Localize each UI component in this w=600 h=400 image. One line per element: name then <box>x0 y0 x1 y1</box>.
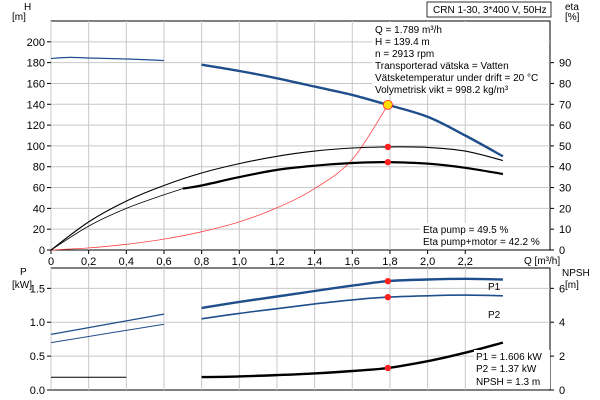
duty-point-marker <box>382 99 393 110</box>
eta-pump-motor-label: Eta pump+motor = 42.2 % <box>423 237 540 248</box>
upper-ytick-label: 40 <box>33 203 45 215</box>
upper-xtick-label: 0,2 <box>81 256 96 268</box>
upper-xtick-label: 0,4 <box>119 256 134 268</box>
upper-xtick-label: 1,6 <box>345 256 360 268</box>
upper-ytick-label: 100 <box>27 141 45 153</box>
lower-y2label-unit: [m] <box>565 280 579 291</box>
info-liquid: Transporterad vätska = Vatten <box>375 61 509 72</box>
eta-pump-curve <box>50 146 504 251</box>
info-density: Volymetrisk vikt = 998.2 kg/m³ <box>375 85 509 96</box>
lower-ytick-label: 0.5 <box>30 351 45 363</box>
p2-curve-thin <box>50 323 165 344</box>
p2-curve-thick <box>201 294 503 320</box>
upper-xtick-label: 1,2 <box>269 256 284 268</box>
eta-duty-marker <box>384 143 392 151</box>
lower-ytick-label: 0.0 <box>30 385 45 397</box>
eta-pump-label: Eta pump = 49.5 % <box>423 225 508 236</box>
eta-bg <box>420 223 549 248</box>
upper-y2tick-label: 50 <box>559 141 571 153</box>
upper-xtick-label: 2,2 <box>458 256 473 268</box>
upper-xtick-label: 1,4 <box>307 256 322 268</box>
lower-ytick-label: 1.5 <box>30 283 45 295</box>
series-label-p2: P2 <box>488 310 501 321</box>
lower-y2tick-label: 2 <box>559 351 565 363</box>
info-bg <box>372 22 548 94</box>
upper-y2tick-label: 90 <box>559 58 571 70</box>
info-head: H = 139.4 m <box>375 37 430 48</box>
eta-pump-motor-curve-thick <box>182 160 504 190</box>
info-flow: Q = 1.789 m³/h <box>375 25 442 36</box>
upper-y2tick-label: 20 <box>559 203 571 215</box>
upper-y2tick-label: 70 <box>559 99 571 111</box>
upper-xlabel: Q [m³/h] <box>524 256 560 267</box>
value-p1: P1 = 1.606 kW <box>476 352 542 363</box>
lower-ytick-label: 1.0 <box>30 317 45 329</box>
upper-y2tick-label: 60 <box>559 120 571 132</box>
info-speed: n = 2913 rpm <box>375 49 434 60</box>
upper-ytick-label: 0 <box>39 245 45 257</box>
upper-ytick-label: 20 <box>33 224 45 236</box>
upper-xtick-label: 1,0 <box>232 256 247 268</box>
lower-ylabel-symbol: P <box>20 267 27 278</box>
series-label-p1: P1 <box>488 282 501 293</box>
upper-ylabel-symbol: H <box>24 2 31 13</box>
lower-y2tick-label: 0 <box>559 385 565 397</box>
system-curve <box>50 104 389 251</box>
upper-ytick-label: 200 <box>27 37 45 49</box>
upper-ylabel-unit: [m] <box>12 12 26 23</box>
upper-y2tick-label: 0 <box>559 245 565 257</box>
upper-xtick-label: 0 <box>48 256 54 268</box>
lower-duty-marker <box>384 277 392 285</box>
lower-duty-marker <box>384 364 392 372</box>
upper-ytick-label: 160 <box>27 78 45 90</box>
eta-duty-marker <box>384 158 392 166</box>
eta-pump-motor-curve-thin <box>50 188 183 251</box>
header-box <box>426 1 552 18</box>
p1-curve-thin <box>50 313 165 335</box>
upper-xtick-label: 2,0 <box>420 256 435 268</box>
upper-ytick-label: 60 <box>33 183 45 195</box>
upper-y2tick-label: 30 <box>559 183 571 195</box>
lower-duty-marker <box>384 293 392 301</box>
head-curve-thin <box>50 56 165 62</box>
lower-ylabel-unit: [kW] <box>12 280 32 291</box>
upper-xtick-label: 0,6 <box>156 256 171 268</box>
upper-xtick-label: 0,8 <box>194 256 209 268</box>
upper-y2tick-label: 10 <box>559 224 571 236</box>
upper-ytick-label: 140 <box>27 99 45 111</box>
upper-xtick-label: 1,8 <box>382 256 397 268</box>
value-p2: P2 = 1.37 kW <box>476 364 537 375</box>
value-npsh: NPSH = 1.3 m <box>476 377 540 388</box>
info-temperature: Vätsketemperatur under drift = 20 °C <box>375 73 538 84</box>
upper-ytick-label: 180 <box>27 58 45 70</box>
lower-y2label-symbol: NPSH <box>562 268 590 279</box>
upper-y2label-symbol: eta <box>565 2 579 13</box>
head-curve-thick <box>201 63 504 158</box>
upper-y2tick-label: 80 <box>559 78 571 90</box>
npsh-curve-thick <box>201 341 504 379</box>
values-bg <box>474 350 550 389</box>
lower-y2tick-label: 4 <box>559 317 565 329</box>
chart-header: CRN 1-30, 3*400 V, 50Hz <box>433 5 547 16</box>
upper-ytick-label: 80 <box>33 162 45 174</box>
lower-y2tick-label: 6 <box>559 283 565 295</box>
upper-ytick-label: 120 <box>27 120 45 132</box>
upper-y2tick-label: 40 <box>559 162 571 174</box>
p1-curve-thick <box>201 277 503 310</box>
upper-y2label-unit: [%] <box>565 12 580 23</box>
